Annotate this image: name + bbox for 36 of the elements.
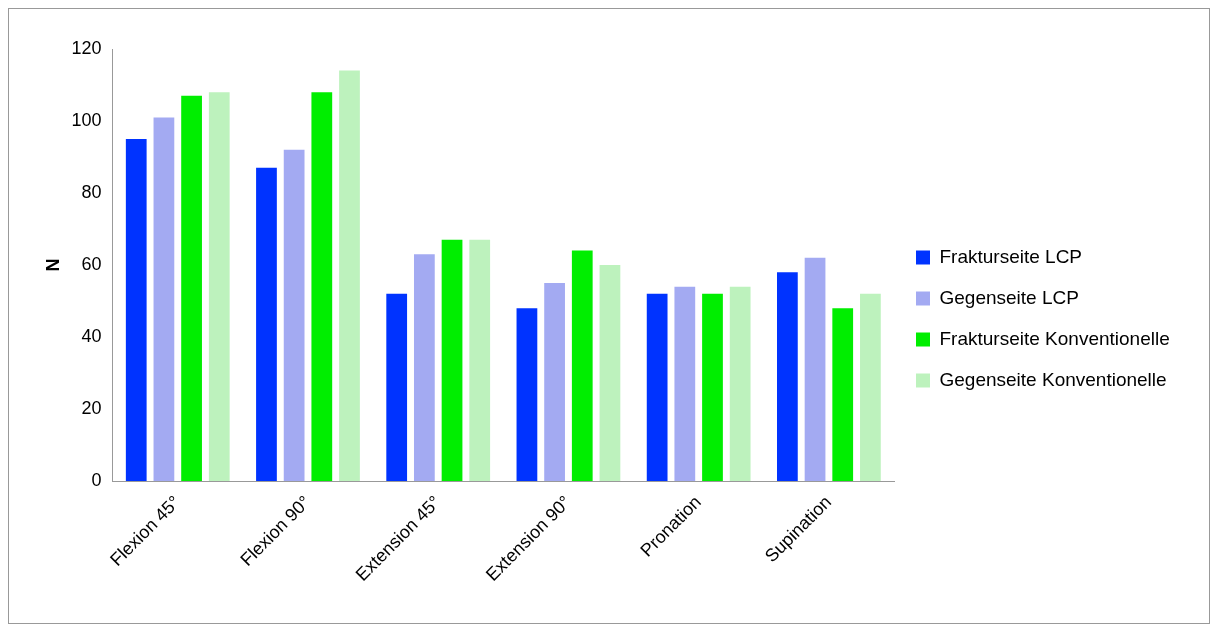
y-tick-label: 80 — [81, 181, 102, 202]
bar — [804, 257, 826, 482]
bar — [729, 286, 751, 482]
legend-label: Frakturseite LCP — [939, 245, 1083, 267]
y-tick-label: 20 — [81, 398, 102, 419]
bar — [208, 92, 230, 482]
bar — [386, 293, 408, 482]
bar — [516, 308, 538, 482]
bar — [702, 293, 723, 482]
bar — [469, 239, 491, 482]
legend-label: Gegenseite Konventionelle — [939, 368, 1167, 390]
bar — [544, 283, 565, 482]
y-tick-label: 40 — [81, 326, 102, 346]
bar — [599, 265, 621, 482]
bar — [777, 272, 798, 482]
legend-label: Gegenseite LCP — [939, 286, 1079, 308]
bar — [571, 250, 593, 482]
bar — [153, 117, 175, 482]
bar — [413, 254, 435, 482]
bar — [256, 167, 277, 482]
bar — [674, 286, 696, 482]
bar — [339, 70, 360, 482]
y-tick-label: 100 — [71, 109, 102, 130]
bar — [283, 149, 305, 482]
y-tick-label: 60 — [81, 253, 102, 274]
bar — [860, 293, 881, 482]
y-tick-label: 120 — [71, 37, 102, 58]
bar — [646, 293, 668, 482]
bar — [832, 308, 854, 482]
y-axis-title: N — [42, 258, 63, 272]
y-tick-label: 0 — [91, 470, 102, 491]
bar — [181, 95, 202, 482]
bar — [441, 239, 463, 482]
bar — [125, 139, 147, 482]
bar — [311, 92, 333, 482]
legend-label: Frakturseite Konventionelle — [939, 327, 1170, 349]
